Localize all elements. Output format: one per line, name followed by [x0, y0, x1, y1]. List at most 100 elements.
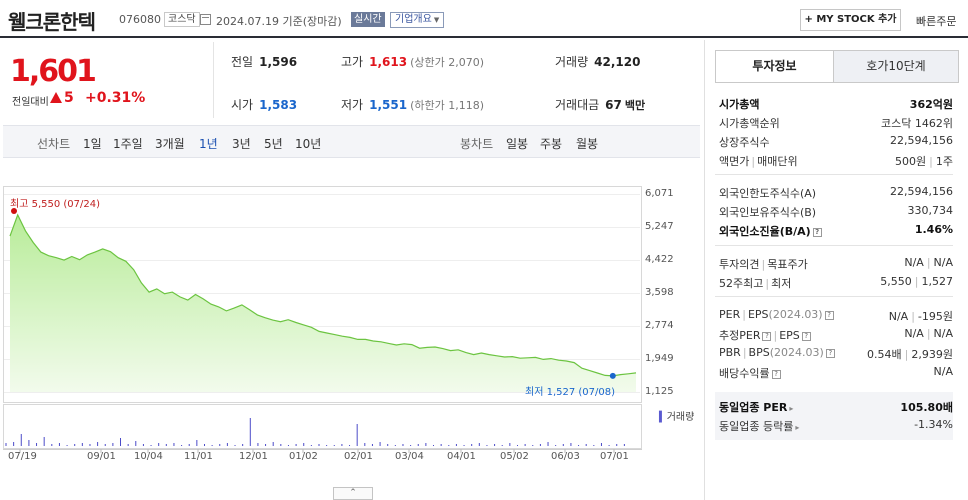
- current-price: 1,601: [10, 54, 97, 89]
- collapse-chart-button[interactable]: ⌃: [333, 487, 373, 500]
- period-3m[interactable]: 3개월: [155, 137, 185, 151]
- info-key[interactable]: 동일업종 PER: [719, 401, 788, 414]
- tab-orderbook-10[interactable]: 호가10단계: [834, 51, 958, 82]
- info-value: -195원: [917, 310, 953, 323]
- day-high-value: 1,613: [369, 55, 408, 69]
- price-chart[interactable]: [0, 158, 702, 500]
- help-icon[interactable]: ?: [825, 349, 835, 358]
- company-overview-button[interactable]: 기업개요 ▼: [390, 12, 445, 28]
- trade-amount: 거래대금 67 백만: [555, 96, 645, 113]
- info-key: EPS: [747, 308, 769, 321]
- x-tick-label: 11/01: [184, 451, 213, 462]
- info-value: N/A: [904, 256, 924, 269]
- period-1y[interactable]: 1년: [199, 137, 218, 151]
- x-tick-label: 01/02: [289, 451, 318, 462]
- info-value: -1.34%: [914, 418, 953, 431]
- stock-name: 웰크론한텍: [8, 10, 96, 34]
- x-tick-label: 04/01: [447, 451, 476, 462]
- trade-amount-unit: 백만: [624, 99, 646, 112]
- y-tick-label: 6,071: [645, 188, 674, 199]
- valuation-section: PER | EPS(2024.03)? N/A | -195원 추정PER? | EPS? N/…: [715, 306, 953, 382]
- opinion-section: 투자의견 | 목표주가 N/A | N/A 52주최고 | 최저 5,550 | 1,527: [715, 254, 953, 292]
- info-key[interactable]: 동일업종 등락률: [719, 420, 794, 433]
- lower-limit: (하한가 1,118): [410, 99, 484, 112]
- calendar-icon: [200, 14, 211, 25]
- chart-low-label: 최저 1,527 (07/08): [525, 387, 616, 398]
- realtime-badge[interactable]: 실시간: [351, 12, 385, 27]
- info-row: 배당수익률? N/A: [715, 363, 953, 382]
- info-value: 1주: [935, 155, 953, 168]
- trade-amount-label: 거래대금: [555, 98, 600, 112]
- info-key: 목표주가: [767, 258, 808, 271]
- candle-monthly[interactable]: 월봉: [576, 137, 599, 151]
- help-icon[interactable]: ?: [824, 311, 834, 320]
- info-key: 액면가: [719, 155, 750, 168]
- info-value: 5,550: [880, 275, 912, 288]
- help-icon[interactable]: ?: [801, 332, 811, 341]
- info-row: 52주최고 | 최저 5,550 | 1,527: [719, 275, 954, 290]
- period-1d[interactable]: 1일: [83, 137, 102, 151]
- divider: [715, 245, 953, 246]
- period-10y[interactable]: 10년: [295, 137, 322, 151]
- volume-frame: [3, 404, 642, 449]
- info-key: 시가총액순위: [719, 117, 780, 130]
- info-row: 추정PER? | EPS? N/A | N/A: [719, 327, 953, 342]
- change-percent: +0.31%: [85, 90, 146, 106]
- info-key: 배당수익률: [719, 367, 770, 380]
- y-tick-label: 2,774: [645, 320, 674, 331]
- info-value: N/A: [933, 256, 953, 269]
- help-icon[interactable]: ?: [762, 332, 772, 341]
- volume-axis-label: ▍거래량: [659, 412, 695, 423]
- info-value: 22,594,156: [890, 185, 953, 198]
- info-row: 외국인보유주식수(B) 330,734: [715, 202, 953, 221]
- volume-label: 거래량: [555, 55, 589, 69]
- info-value: 330,734: [907, 204, 954, 217]
- tab-investment-info[interactable]: 투자정보: [716, 51, 834, 82]
- day-high-label: 고가: [341, 55, 364, 69]
- change-label: 전일대비: [12, 97, 49, 108]
- quick-order-link[interactable]: 빠른주문: [916, 15, 957, 28]
- period-3y[interactable]: 3년: [232, 137, 251, 151]
- chevron-right-icon: ▸: [789, 404, 794, 413]
- info-row: 투자의견 | 목표주가 N/A | N/A: [719, 256, 953, 271]
- price-area: [10, 214, 636, 392]
- info-row: PBR | BPS(2024.03)? 0.54배 | 2,939원: [719, 346, 953, 361]
- period-5y[interactable]: 5년: [264, 137, 283, 151]
- info-value: 22,594,156: [890, 134, 953, 147]
- info-note: (2024.03): [769, 346, 824, 359]
- x-tick-label: 02/01: [344, 451, 373, 462]
- y-tick-label: 1,125: [645, 386, 674, 397]
- info-note: (2024.03): [768, 308, 823, 321]
- low-marker: [609, 372, 616, 379]
- my-stock-add-button[interactable]: + MY STOCK 추가: [800, 9, 901, 31]
- x-tick-label: 12/01: [239, 451, 268, 462]
- info-key: 52주최고: [719, 277, 764, 290]
- x-tick-label: 07/01: [600, 451, 629, 462]
- company-overview-label: 기업개요: [395, 14, 432, 25]
- open-label: 시가: [231, 98, 254, 112]
- info-key: 투자의견: [719, 258, 760, 271]
- info-row: PER | EPS(2024.03)? N/A | -195원: [719, 308, 953, 323]
- info-value: 362억원: [909, 98, 953, 111]
- market-badge: 코스닥: [164, 12, 200, 27]
- help-icon[interactable]: ?: [812, 228, 822, 237]
- info-key: 외국인한도주식수(A): [719, 187, 817, 200]
- chart-high-label: 최고 5,550 (07/24): [10, 199, 101, 210]
- info-key: 외국인보유주식수(B): [719, 206, 817, 219]
- candle-daily[interactable]: 일봉: [506, 137, 529, 151]
- day-low: 저가 1,551 (하한가 1,118): [341, 96, 484, 113]
- y-tick-label: 3,598: [645, 287, 674, 298]
- info-value: N/A: [933, 327, 953, 340]
- x-tick-label: 10/04: [134, 451, 163, 462]
- help-icon[interactable]: ?: [771, 370, 781, 379]
- info-key: PER: [719, 308, 741, 321]
- stock-header: 웰크론한텍 076080 코스닥 2024.07.19 기준(장마감) 실시간 …: [0, 0, 968, 38]
- high-marker: [11, 208, 17, 214]
- period-1w[interactable]: 1주일: [113, 137, 143, 151]
- info-value: 1,527: [921, 275, 954, 288]
- y-tick-label: 5,247: [645, 221, 674, 232]
- x-tick-label: 07/19: [8, 451, 37, 462]
- candle-weekly[interactable]: 주봉: [540, 137, 563, 151]
- info-row: 외국인소진율(B/A)? 1.46%: [715, 221, 953, 240]
- y-tick-label: 4,422: [645, 254, 674, 265]
